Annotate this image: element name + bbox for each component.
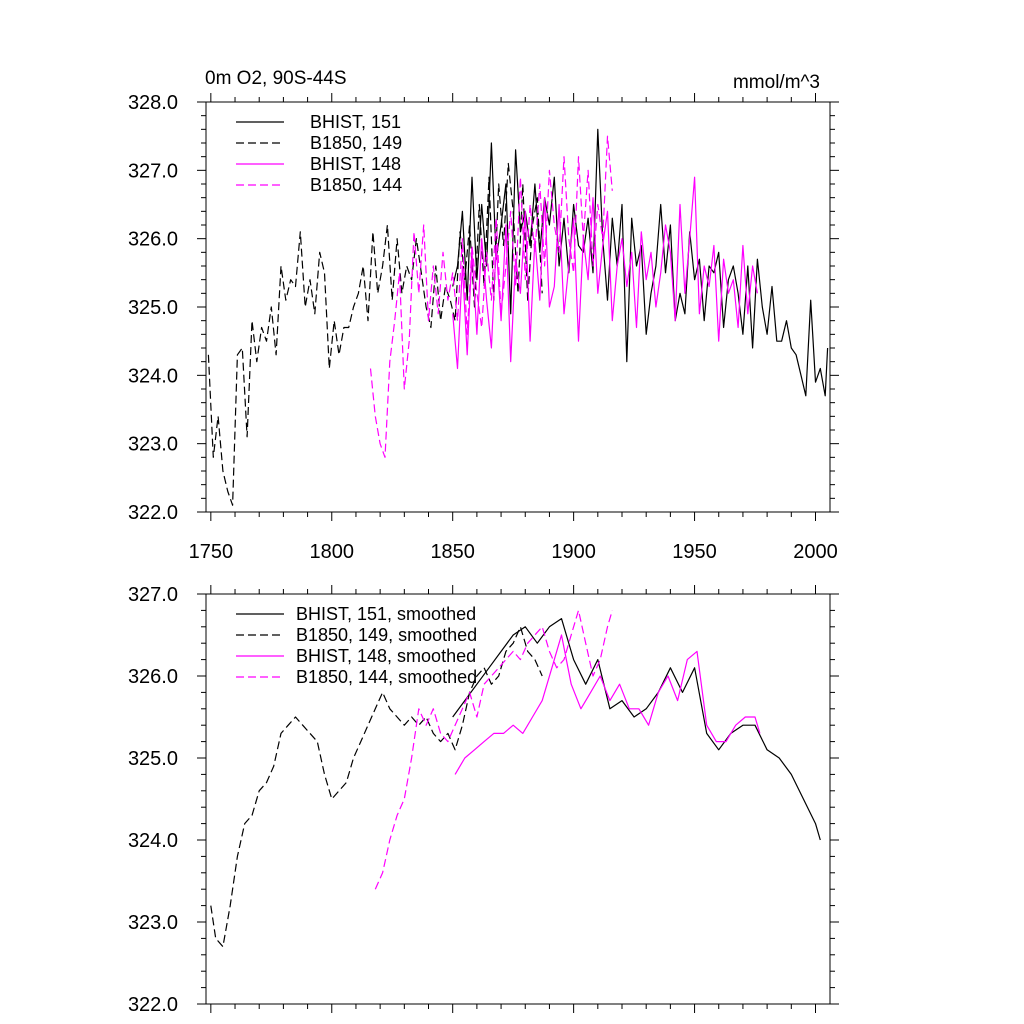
x-tick-label: 1950: [672, 541, 717, 563]
legend-label: BHIST, 148, smoothed: [296, 646, 476, 666]
top-ticks: 1750 1800 1850 1900 1950 2000 322.0 323.0 324.0 3…: [128, 92, 839, 563]
x-tick-label: 1850: [430, 541, 475, 563]
series-line: [452, 176, 758, 370]
legend-label: B1850, 149, smoothed: [296, 625, 477, 645]
y-tick-label: 326.0: [128, 229, 178, 251]
legend-label: B1850, 144, smoothed: [296, 667, 477, 687]
y-tick-label: 323.0: [128, 434, 178, 456]
x-tick-label: 1900: [551, 541, 596, 563]
legend-label: BHIST, 151: [310, 112, 401, 132]
bottom-panel: 322.0 323.0 324.0 325.0 326.0 327.0 BHIST, 15…: [128, 584, 839, 1016]
bottom-plot-frame: [205, 593, 831, 1005]
y-tick-label: 323.0: [128, 912, 178, 934]
series-line: [452, 128, 829, 397]
y-tick-label: 327.0: [128, 584, 178, 606]
legend-label: B1850, 144: [310, 175, 402, 195]
y-tick-label: 328.0: [128, 92, 178, 114]
legend-label: BHIST, 151, smoothed: [296, 604, 476, 624]
y-tick-label: 322.0: [128, 502, 178, 524]
x-tick-label: 1800: [310, 541, 355, 563]
x-tick-label: 1750: [189, 541, 234, 563]
y-tick-label: 327.0: [128, 160, 178, 182]
series-line: [369, 135, 613, 458]
top-title-right: mmol/m^3: [733, 72, 820, 93]
x-tick-label: 2000: [793, 541, 838, 563]
y-tick-label: 325.0: [128, 748, 178, 770]
bottom-ticks: 322.0 323.0 324.0 325.0 326.0 327.0: [128, 584, 839, 1016]
y-tick-label: 326.0: [128, 666, 178, 688]
top-series: [207, 128, 829, 506]
y-tick-label: 324.0: [128, 365, 178, 387]
y-tick-label: 322.0: [128, 994, 178, 1016]
top-panel: 0m O2, 90S-44S mmol/m^3 1750 1800 1850 1900…: [128, 68, 839, 563]
series-line: [452, 617, 821, 841]
legend-label: BHIST, 148: [310, 154, 401, 174]
series-line: [454, 634, 761, 775]
series-line: [210, 626, 543, 948]
bottom-series: [210, 609, 821, 948]
y-tick-label: 325.0: [128, 297, 178, 319]
series-line: [374, 609, 613, 890]
series-line: [207, 162, 543, 506]
legend-label: B1850, 149: [310, 133, 402, 153]
top-title-left: 0m O2, 90S-44S: [205, 68, 347, 89]
y-tick-label: 324.0: [128, 830, 178, 852]
